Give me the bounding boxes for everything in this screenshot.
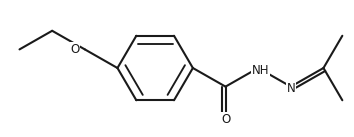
- Text: NH: NH: [251, 64, 269, 77]
- Text: O: O: [221, 113, 230, 126]
- Text: O: O: [70, 42, 80, 55]
- Text: N: N: [286, 82, 295, 95]
